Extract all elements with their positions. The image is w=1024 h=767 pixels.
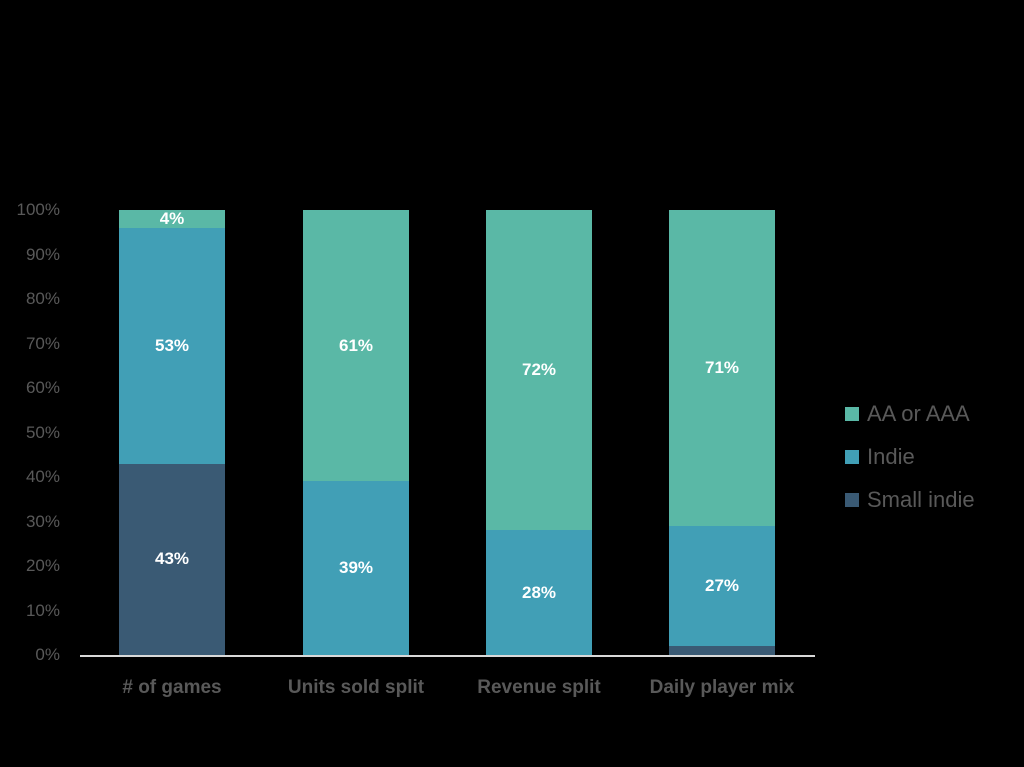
legend-label: Small indie [867, 486, 975, 512]
legend-swatch-icon [845, 492, 859, 507]
y-axis-tick-label: 10% [25, 600, 60, 620]
bar-segment [119, 463, 225, 655]
x-axis-line [80, 655, 815, 657]
data-label: 72% [521, 360, 557, 380]
legend-label: AA or AAA [867, 400, 970, 426]
legend-swatch-icon [845, 406, 859, 421]
data-label: 28% [521, 582, 557, 602]
y-axis-tick-label: 50% [25, 422, 60, 442]
data-label: 4% [159, 208, 185, 228]
legend-swatch-icon [845, 449, 859, 464]
data-label: 39% [338, 558, 374, 578]
x-axis-category-label: Daily player mix [649, 677, 795, 698]
x-axis-category-label: # of games [122, 677, 222, 698]
x-axis-category-label: Units sold split [287, 677, 425, 698]
bar-stack: 28% 72% [486, 210, 592, 655]
legend-label: Indie [867, 443, 915, 469]
bar-segment [303, 481, 409, 655]
legend-item: Small indie [845, 478, 975, 521]
y-axis-tick-label: 40% [25, 467, 60, 486]
bar-segment [119, 210, 225, 228]
bar-segment [669, 525, 775, 647]
legend-item: Indie [845, 435, 975, 478]
x-axis-category-label: Revenue split [477, 677, 601, 698]
y-axis-tick-label: 100% [16, 200, 60, 219]
data-label: 53% [154, 335, 190, 355]
bar-stack: 2%27%71% [669, 210, 775, 655]
bar-segment [486, 210, 592, 531]
bar-segment [119, 227, 225, 464]
y-axis-tick-label: 90% [25, 244, 60, 264]
legend-item: AA or AAA [845, 392, 975, 435]
data-label: 61% [338, 335, 374, 355]
legend: AA or AAA Indie Small indie [845, 392, 975, 521]
y-axis-tick-label: 80% [25, 289, 60, 308]
bar-segment [669, 646, 775, 655]
data-label: 43% [154, 549, 190, 569]
bar-segment [486, 530, 592, 655]
data-label: 27% [704, 576, 740, 596]
y-axis-tick-label: 30% [25, 511, 60, 531]
bar-segment [303, 210, 409, 482]
data-label: 71% [704, 357, 740, 377]
bar-stack: 39% 61% [303, 210, 409, 655]
bar-stack: 43% 53% 4% [119, 208, 225, 655]
y-axis-tick-label: 20% [25, 556, 60, 575]
y-axis-tick-label: 70% [25, 333, 60, 353]
y-axis-tick-label: 60% [25, 378, 60, 397]
bar-segment [669, 210, 775, 526]
y-axis-tick-label: 0% [35, 645, 60, 664]
